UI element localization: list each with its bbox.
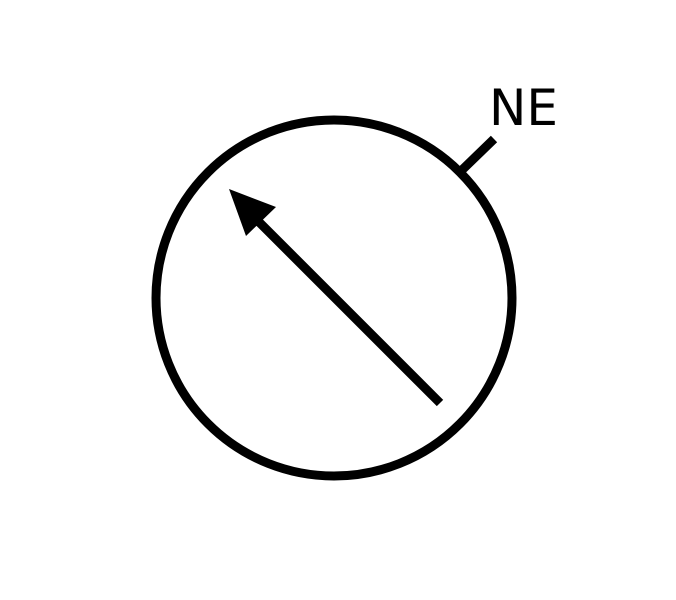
arrow-shaft [242, 205, 444, 407]
ne-tick-mark [458, 135, 498, 174]
arrow-head-icon [229, 189, 276, 236]
compass-circle [151, 115, 517, 481]
ne-label: NE [489, 79, 558, 137]
direction-arrow [229, 189, 444, 407]
